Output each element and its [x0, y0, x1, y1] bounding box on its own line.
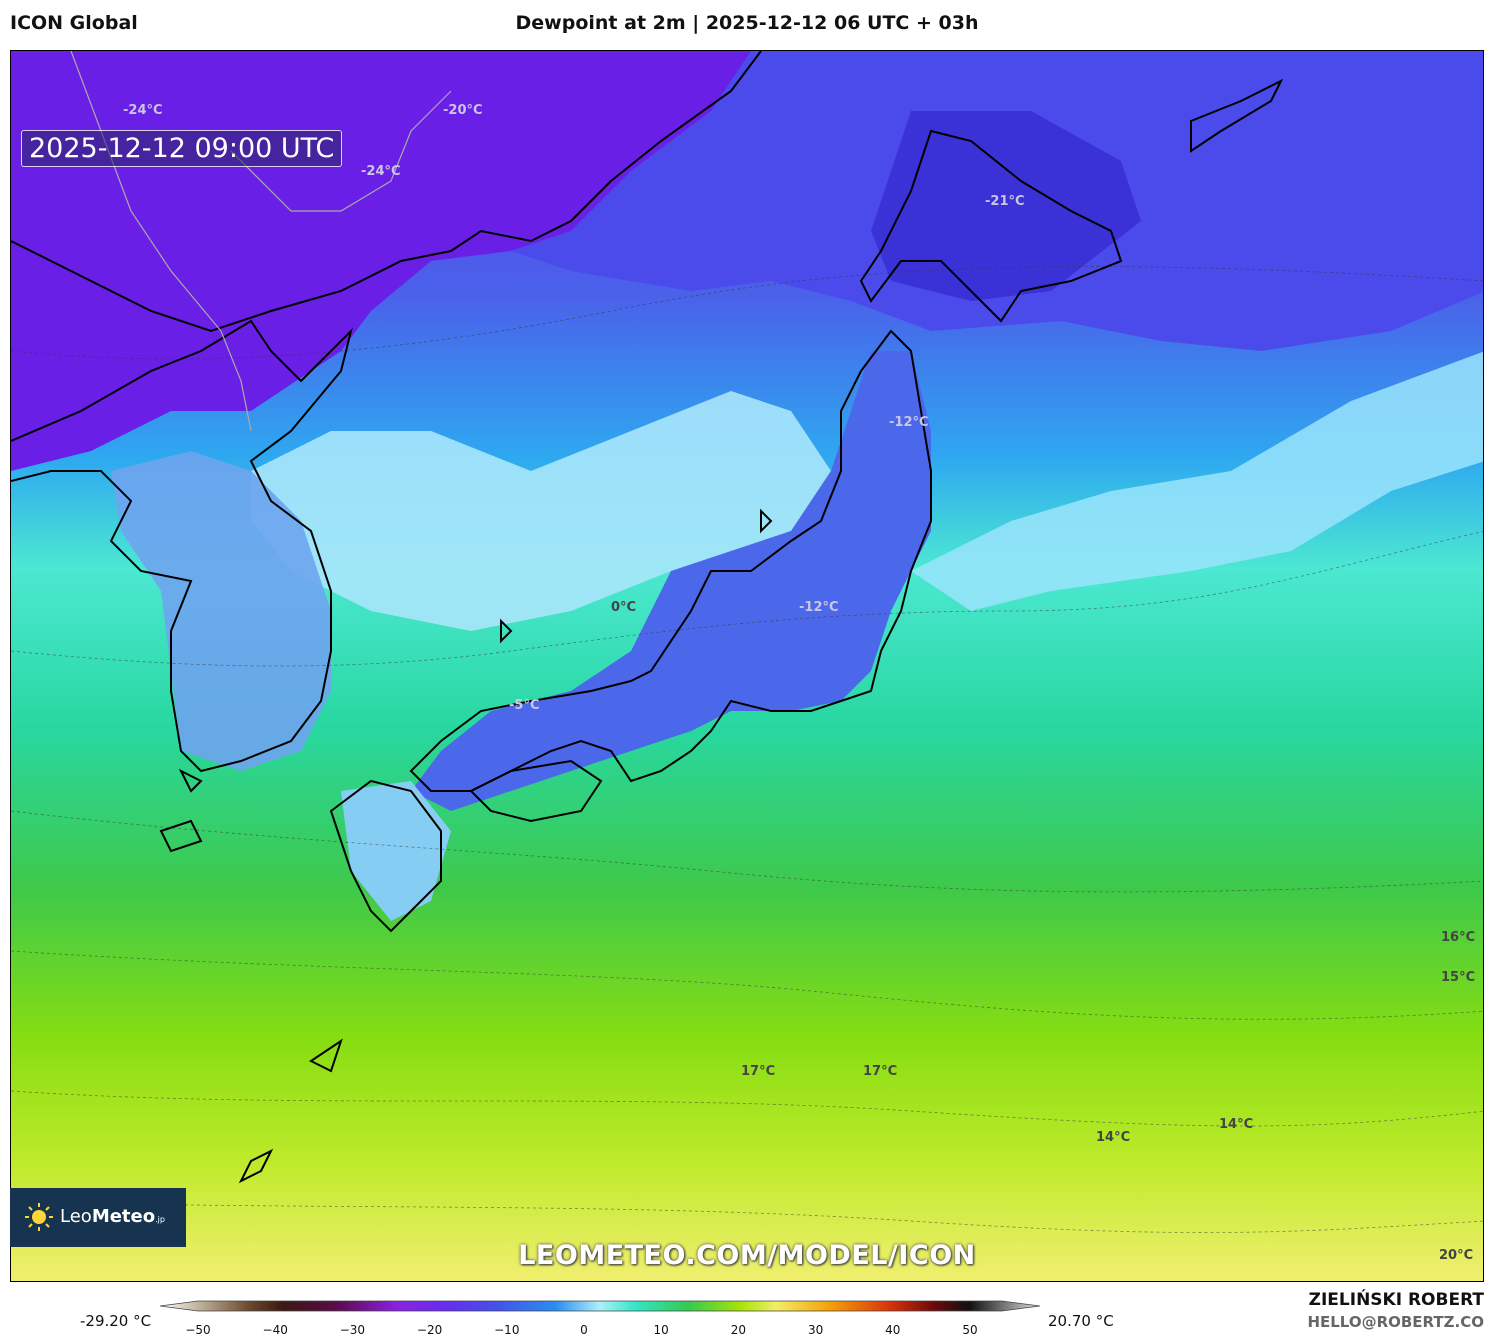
contour-label: 0°C [611, 600, 637, 615]
colorbar-tick-label: −20 [416, 1323, 443, 1337]
field-hokkaido-dark [871, 111, 1141, 301]
colorbar-tick-label: 50 [962, 1323, 978, 1337]
leometeo-logo[interactable]: LeoMeteo.jp [10, 1188, 186, 1247]
contour-label: 14°C [1096, 1130, 1131, 1145]
contour-label: -21°C [985, 194, 1025, 209]
colorbar-tick-label: 20 [730, 1323, 747, 1337]
field-light-blue [251, 391, 831, 631]
logo-text: LeoMeteo.jp [60, 1206, 165, 1227]
colorbar-tick-label: −50 [185, 1323, 211, 1337]
contour-label: 15°C [1441, 970, 1476, 985]
sun-icon [25, 1203, 53, 1231]
coast-korea [11, 319, 353, 773]
contour-label: 17°C [863, 1064, 898, 1079]
dewpoint-map: 2025-12-12 09:00 UTC -24°C -20°C -24°C -… [10, 50, 1484, 1282]
coast-sakhalin [1190, 78, 1284, 153]
watermark-url: LEOMETEO.COM/MODEL/ICON [518, 1240, 976, 1271]
contour-2 [11, 810, 1483, 893]
contour-label: -12°C [889, 415, 929, 430]
colorbar-tick-label: 30 [807, 1323, 824, 1337]
colorbar-min-label: -29.20 °C [80, 1312, 152, 1330]
contour-6 [11, 266, 1483, 360]
coast-hokkaido [859, 129, 1123, 323]
land-korea [111, 451, 331, 771]
land-honshu-cold [411, 351, 931, 811]
model-name: ICON Global [10, 12, 138, 34]
colorbar-tick-label: −10 [494, 1323, 520, 1337]
colorbar [159, 1300, 1041, 1312]
colorbar-tick-label: 40 [885, 1323, 901, 1337]
map-canvas [11, 51, 1483, 1281]
colorbar-tick-label: −30 [339, 1323, 366, 1337]
contour-lines [11, 266, 1483, 1233]
contour-label: -5°C [509, 698, 540, 713]
contour-1 [11, 531, 1483, 667]
coastlines [11, 51, 1284, 1184]
contour-5 [11, 1200, 1483, 1233]
contour-label: -24°C [361, 164, 401, 179]
coast-shikoku [469, 759, 603, 823]
contour-label: 20°C [1439, 1248, 1474, 1263]
contour-label: 17°C [741, 1064, 776, 1079]
border-russia-china [230, 90, 452, 212]
colorbar-gradient [159, 1300, 1041, 1312]
coast-kyushu [329, 779, 442, 933]
coast-ryukyu [159, 768, 343, 1184]
contour-3 [11, 950, 1483, 1020]
land-kyushu [341, 781, 451, 921]
author-email[interactable]: HELLO@ROBERTZ.CO [1307, 1313, 1484, 1331]
map-title: Dewpoint at 2m | 2025-12-12 06 UTC + 03h [515, 12, 979, 34]
contour-label: -24°C [123, 103, 163, 118]
field-east-light-blue [911, 351, 1483, 611]
valid-time-box: 2025-12-12 09:00 UTC [21, 130, 343, 167]
author-name: ZIELIŃSKI ROBERT [1308, 1290, 1484, 1310]
colorbar-max-label: 20.70 °C [1048, 1312, 1114, 1330]
coast-sado-oki [500, 508, 773, 644]
coast-china-russia [11, 51, 762, 333]
colorbar-tick-label: 10 [653, 1323, 669, 1337]
contour-label: -12°C [799, 600, 839, 615]
colorbar-tick-label: −40 [262, 1323, 288, 1337]
contour-label: 14°C [1219, 1117, 1254, 1132]
contour-label: -20°C [443, 103, 483, 118]
contour-label: 16°C [1441, 930, 1476, 945]
coast-honshu [409, 329, 932, 792]
colorbar-tick-label: 0 [580, 1323, 588, 1337]
